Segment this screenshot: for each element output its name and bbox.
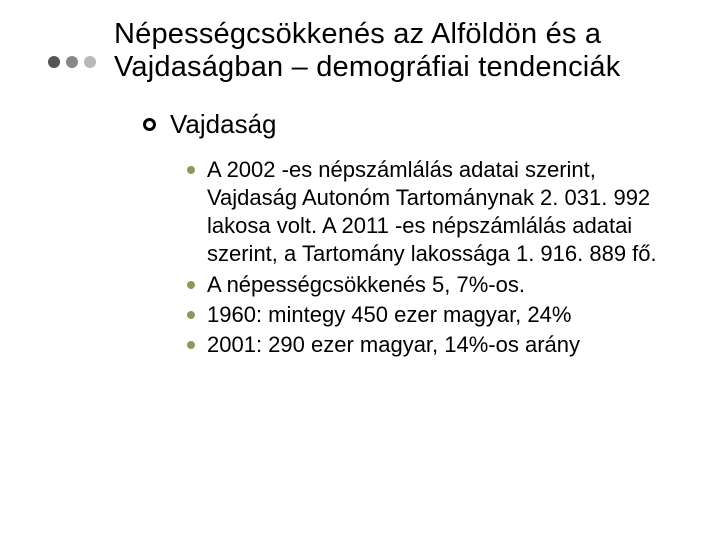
level2-item: 2001: 290 ezer magyar, 14%-os arány xyxy=(187,331,680,359)
level2-text: A népességcsökkenés 5, 7%-os. xyxy=(207,271,525,299)
dot-bullet-icon xyxy=(187,341,195,349)
title-row: Népességcsökkenés az Alföldön és a Vajda… xyxy=(48,18,680,85)
slide-body: Vajdaság A 2002 -es népszámlálás adatai … xyxy=(143,109,680,359)
level2-list: A 2002 -es népszámlálás adatai szerint, … xyxy=(187,156,680,359)
ring-bullet-icon xyxy=(143,118,156,131)
slide-title: Népességcsökkenés az Alföldön és a Vajda… xyxy=(114,18,680,85)
title-dot-icon xyxy=(48,56,60,68)
level2-item: 1960: mintegy 450 ezer magyar, 24% xyxy=(187,301,680,329)
title-bullet-icons xyxy=(48,56,96,68)
title-dot-icon xyxy=(66,56,78,68)
level1-item: Vajdaság xyxy=(143,109,680,140)
level2-item: A népességcsökkenés 5, 7%-os. xyxy=(187,271,680,299)
level1-text: Vajdaság xyxy=(170,109,277,140)
dot-bullet-icon xyxy=(187,281,195,289)
level2-text: 2001: 290 ezer magyar, 14%-os arány xyxy=(207,331,580,359)
dot-bullet-icon xyxy=(187,311,195,319)
dot-bullet-icon xyxy=(187,166,195,174)
level2-text: A 2002 -es népszámlálás adatai szerint, … xyxy=(207,156,667,269)
slide: Népességcsökkenés az Alföldön és a Vajda… xyxy=(0,0,720,540)
title-dot-icon xyxy=(84,56,96,68)
level2-item: A 2002 -es népszámlálás adatai szerint, … xyxy=(187,156,680,269)
level2-text: 1960: mintegy 450 ezer magyar, 24% xyxy=(207,301,571,329)
